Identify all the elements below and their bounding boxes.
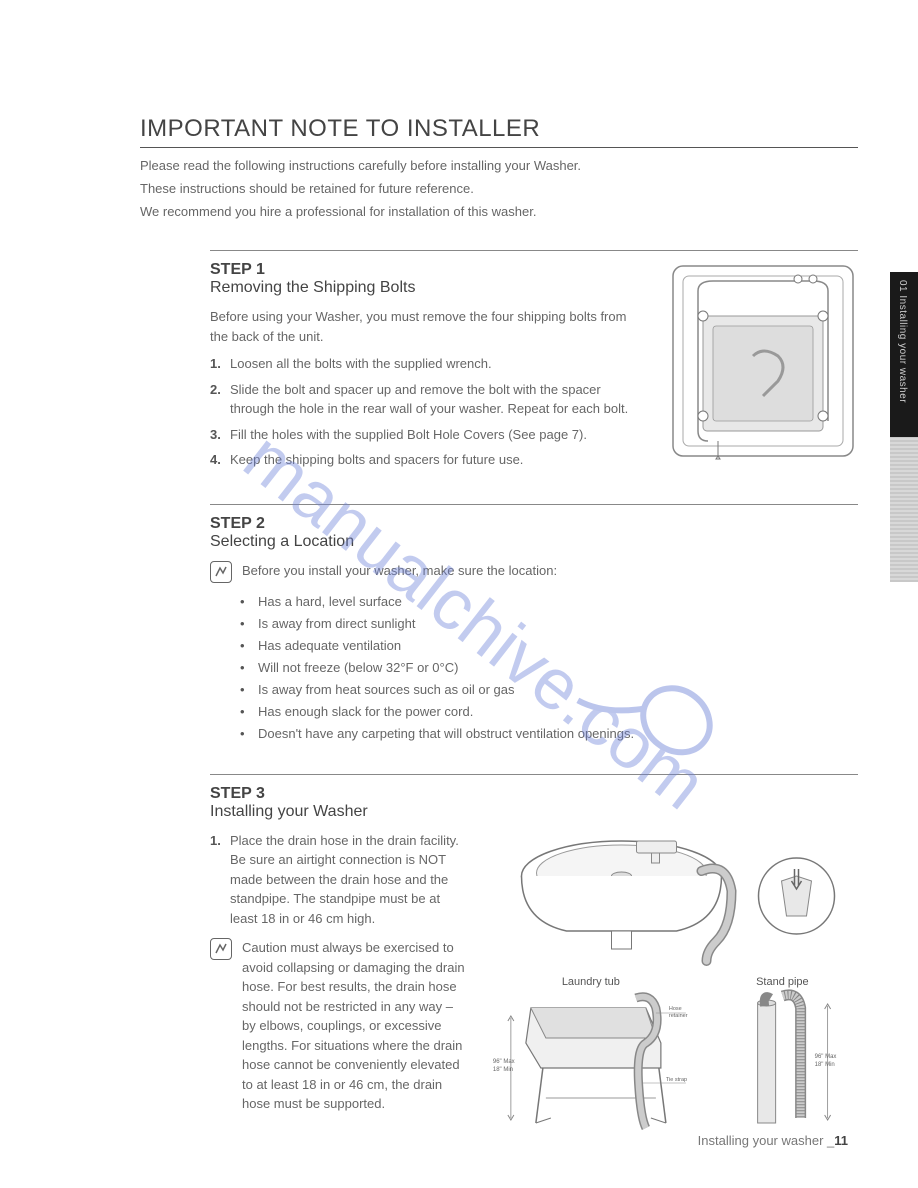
step2-lead: Before you install your washer, make sur… bbox=[242, 561, 557, 581]
main-title: IMPORTANT NOTE TO INSTALLER bbox=[140, 115, 858, 148]
svg-text:Tie strap: Tie strap bbox=[666, 1077, 687, 1083]
bullet-item: Has a hard, level surface bbox=[240, 591, 858, 613]
step3-diagrams: Laundry tub bbox=[485, 831, 858, 1138]
step1-item: 2.Slide the bolt and spacer up and remov… bbox=[210, 380, 648, 419]
step2-title: Selecting a Location bbox=[210, 533, 858, 551]
step1-item: 3.Fill the holes with the supplied Bolt … bbox=[210, 425, 648, 445]
svg-text:retainer: retainer bbox=[669, 1013, 688, 1019]
step3-caution: Caution must always be exercised to avoi… bbox=[210, 938, 470, 1114]
step2-note: Before you install your washer, make sur… bbox=[210, 561, 858, 583]
intro-line-2: These instructions should be retained fo… bbox=[140, 179, 858, 200]
svg-text:18" Min: 18" Min bbox=[493, 1067, 513, 1073]
step1-lead: Before using your Washer, you must remov… bbox=[210, 307, 648, 346]
svg-text:Hose: Hose bbox=[669, 1006, 682, 1012]
step1-number: STEP 1 bbox=[210, 261, 648, 279]
step2-bullets: Has a hard, level surface Is away from d… bbox=[210, 591, 858, 746]
page-content: IMPORTANT NOTE TO INSTALLER Please read … bbox=[0, 0, 918, 1178]
step3-item: 1.Place the drain hose in the drain faci… bbox=[210, 831, 470, 929]
svg-text:96" Max: 96" Max bbox=[814, 1054, 836, 1060]
intro-line-3: We recommend you hire a professional for… bbox=[140, 202, 858, 223]
step-3: STEP 3 Installing your Washer 1.Place th… bbox=[210, 774, 858, 1138]
intro-block: Please read the following instructions c… bbox=[140, 156, 858, 222]
page-footer: Installing your washer _11 bbox=[698, 1133, 848, 1148]
bullet-item: Has adequate ventilation bbox=[240, 635, 858, 657]
tub-label: Laundry tub bbox=[485, 976, 697, 988]
caution-text: Caution must always be exercised to avoi… bbox=[242, 938, 470, 1114]
intro-line-1: Please read the following instructions c… bbox=[140, 156, 858, 177]
footer-text: Installing your washer _ bbox=[698, 1133, 835, 1148]
step2-number: STEP 2 bbox=[210, 515, 858, 533]
step3-number: STEP 3 bbox=[210, 785, 858, 803]
note-icon bbox=[210, 938, 232, 960]
pipe-label: Stand pipe bbox=[707, 976, 858, 988]
step3-list: 1.Place the drain hose in the drain faci… bbox=[210, 831, 470, 929]
washer-back-diagram bbox=[668, 261, 858, 461]
bullet-item: Is away from direct sunlight bbox=[240, 613, 858, 635]
step1-title: Removing the Shipping Bolts bbox=[210, 279, 648, 297]
note-icon bbox=[210, 561, 232, 583]
step1-item: 4.Keep the shipping bolts and spacers fo… bbox=[210, 450, 648, 470]
sink-diagram bbox=[485, 831, 858, 966]
bullet-item: Is away from heat sources such as oil or… bbox=[240, 679, 858, 701]
svg-text:96" Max: 96" Max bbox=[493, 1059, 515, 1065]
step-2: STEP 2 Selecting a Location Before you i… bbox=[210, 504, 858, 746]
step3-title: Installing your Washer bbox=[210, 803, 858, 821]
chapter-tab: 01 Installing your washer bbox=[890, 272, 918, 582]
tab-label: 01 Installing your washer bbox=[897, 280, 908, 403]
page-number: 11 bbox=[834, 1133, 848, 1148]
step1-list: 1.Loosen all the bolts with the supplied… bbox=[210, 354, 648, 470]
bullet-item: Will not freeze (below 32°F or 0°C) bbox=[240, 657, 858, 679]
bullet-item: Doesn't have any carpeting that will obs… bbox=[240, 723, 858, 745]
tab-active: 01 Installing your washer bbox=[890, 272, 918, 437]
laundry-tub-diagram: 96" Max 18" Min Hose retainer Tie strap bbox=[485, 988, 697, 1133]
step1-item: 1.Loosen all the bolts with the supplied… bbox=[210, 354, 648, 374]
step-1: STEP 1 Removing the Shipping Bolts Befor… bbox=[210, 250, 858, 476]
tab-inactive bbox=[890, 437, 918, 582]
svg-text:18" Min: 18" Min bbox=[814, 1062, 834, 1068]
standpipe-diagram: 96" Max 18" Min bbox=[707, 988, 858, 1133]
bullet-item: Has enough slack for the power cord. bbox=[240, 701, 858, 723]
